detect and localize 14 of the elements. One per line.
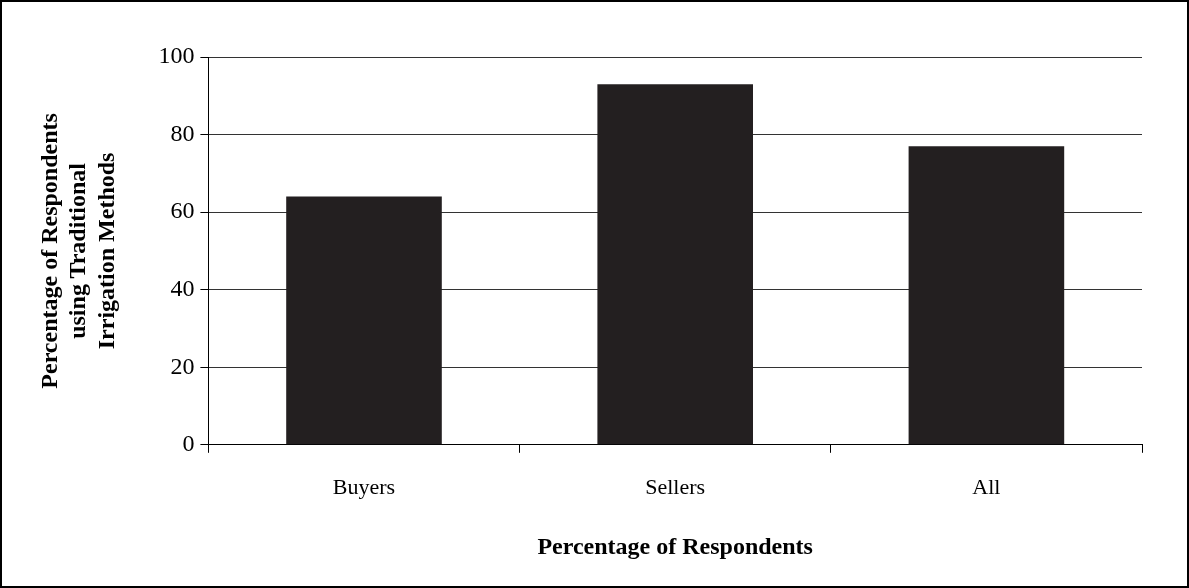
bar [286,196,442,445]
bar [597,84,753,445]
y-tick-label: 80 [170,119,195,146]
x-tick-label: Buyers [332,473,396,499]
x-axis-title: Percentage of Respondents [537,532,813,559]
x-tick-label: Sellers [645,473,706,499]
bar [908,146,1065,445]
y-tick-label: 60 [170,197,195,224]
y-tick-label: 0 [182,430,195,457]
y-tick-label: 20 [170,352,195,379]
y-tick-label: 100 [158,42,195,69]
x-tick-label: All [972,473,1001,499]
y-tick-label: 40 [170,274,195,301]
y-axis-title: Percentage of Respondents using Traditional Irrigation Methods [35,113,120,389]
